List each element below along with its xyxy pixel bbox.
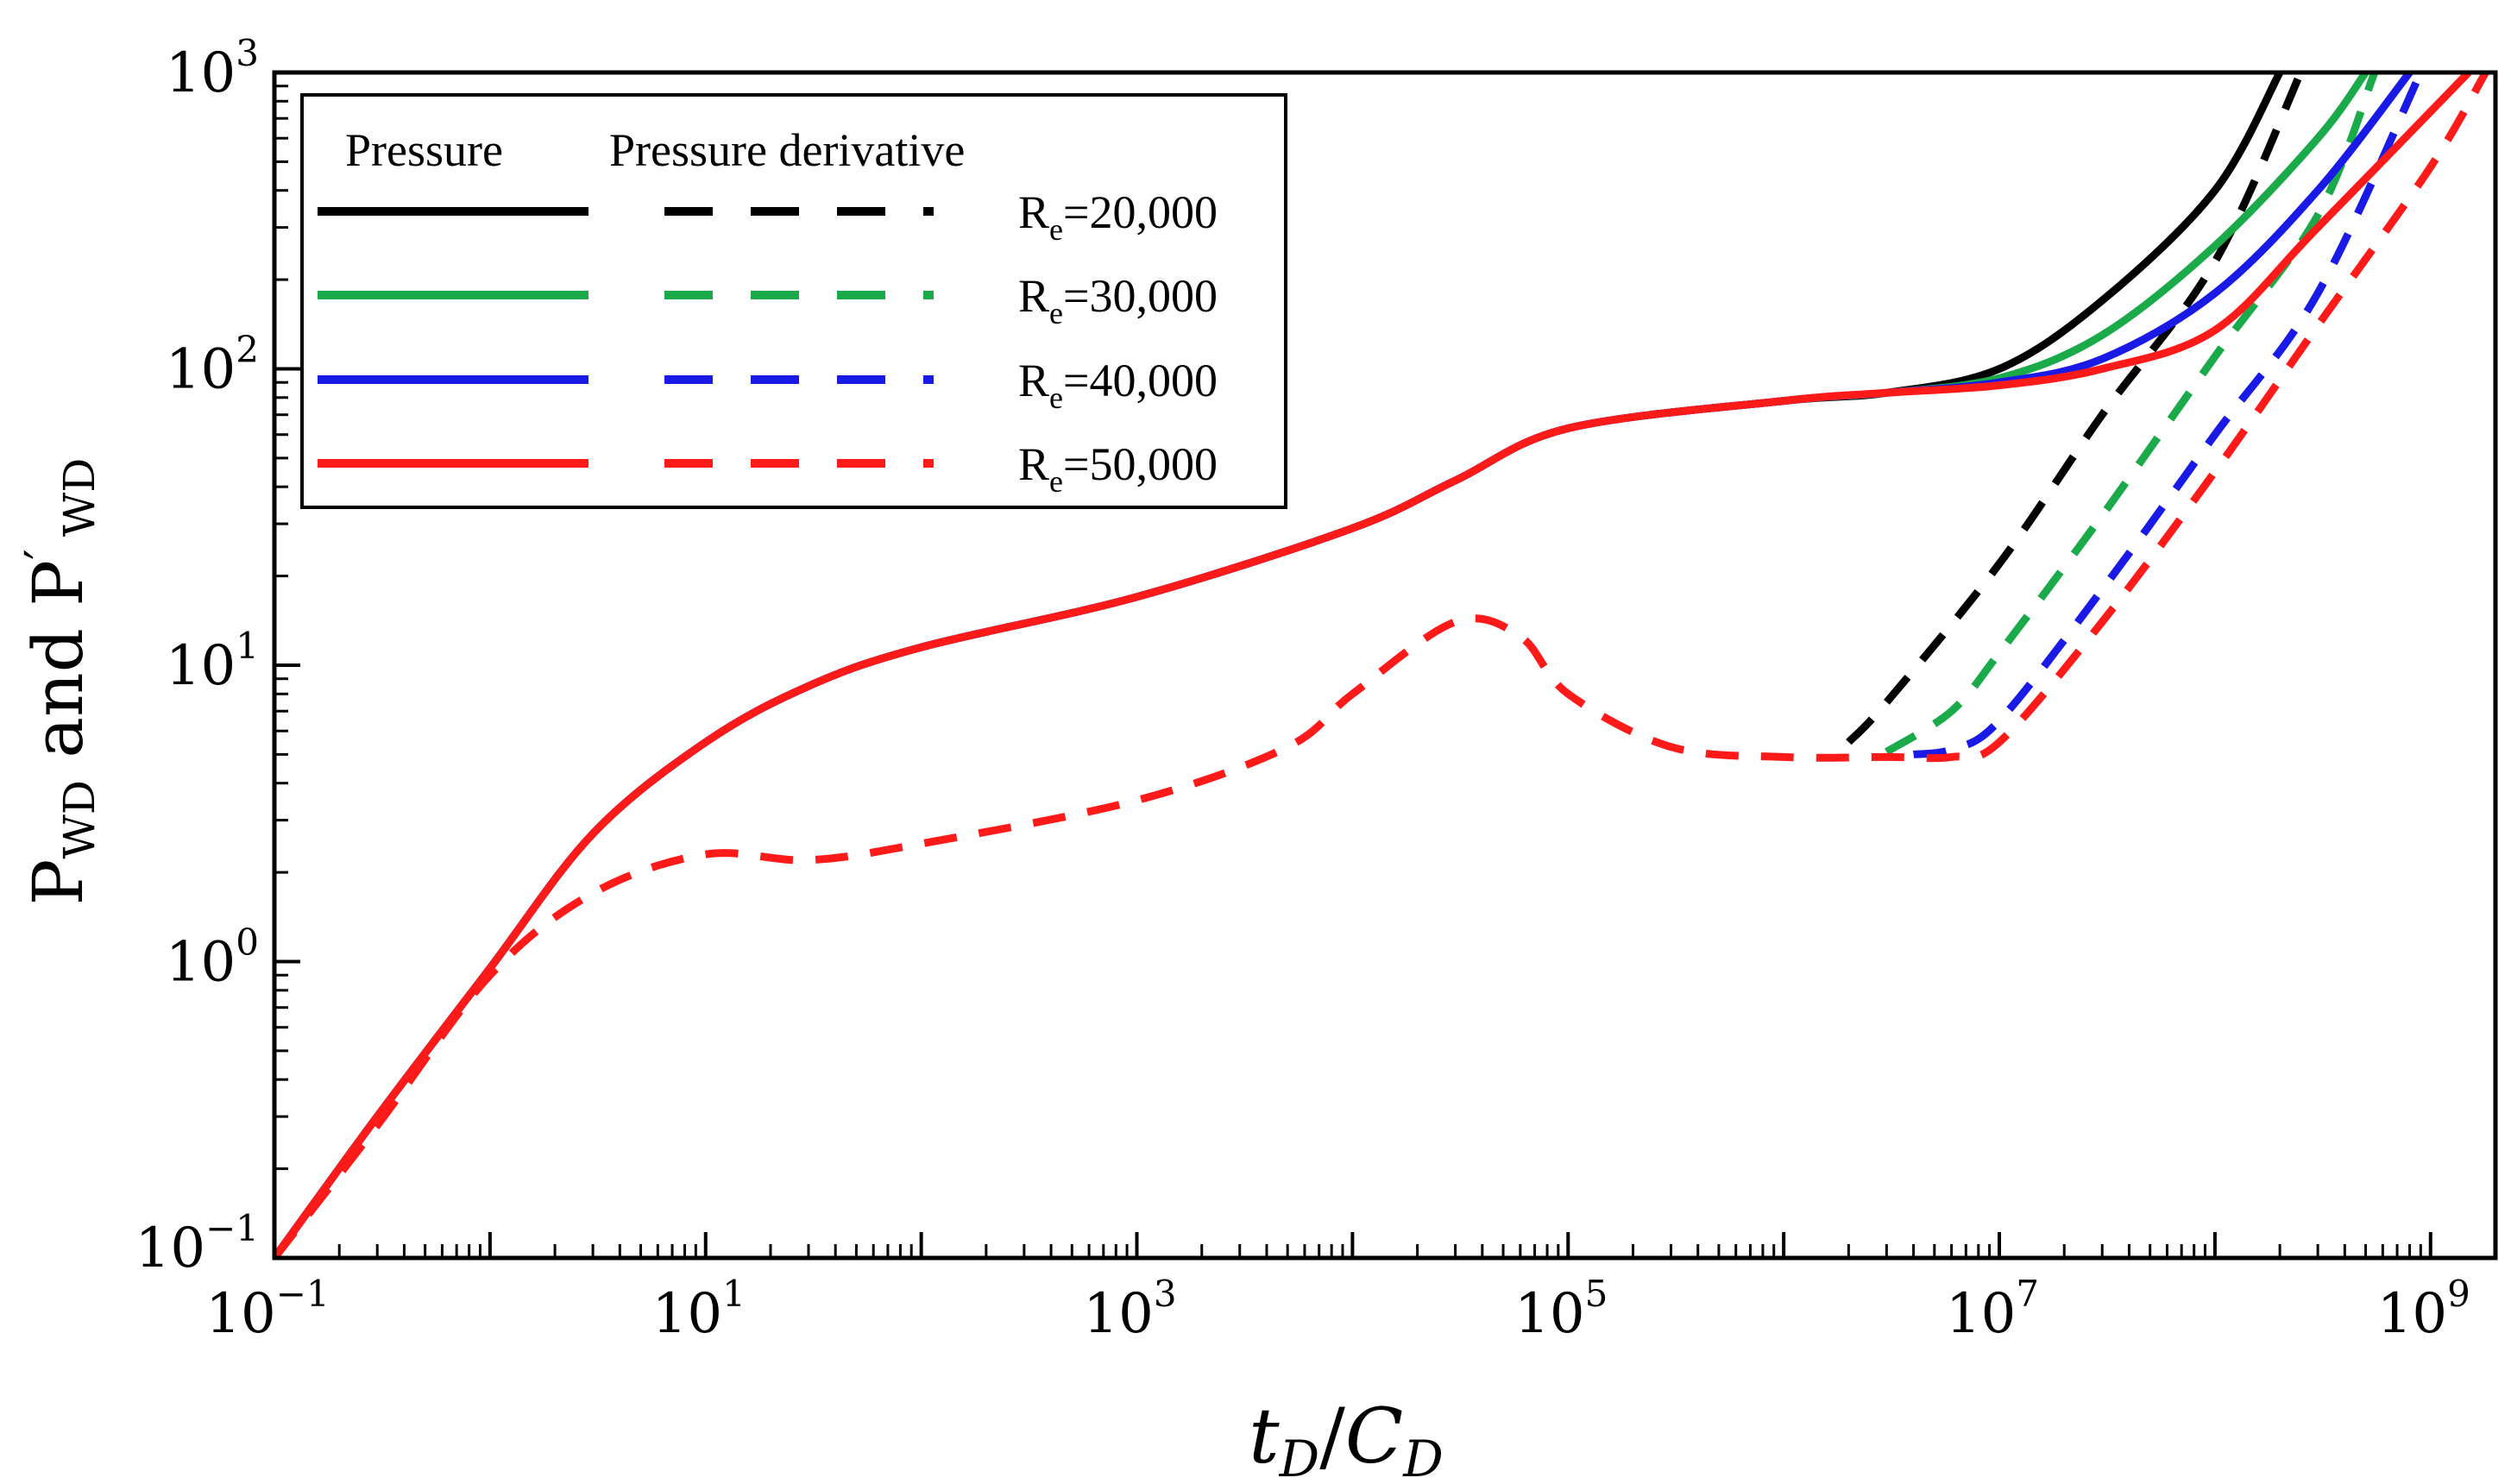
y-title-p1-sub: WD xyxy=(54,780,104,858)
x-title-c-sub: D xyxy=(1402,1430,1444,1484)
y-title-mid: and P xyxy=(18,560,98,780)
x-tick-label: 101 xyxy=(652,1273,746,1346)
legend-entries: Re=20,000 Re=30,000 Re=40,000 Re=50,000 xyxy=(318,186,1218,499)
legend-entry: Re=50,000 xyxy=(318,438,1218,499)
series-pressure-derivative-re-50-000 xyxy=(274,72,2489,1258)
x-title-t-sub: D xyxy=(1279,1430,1320,1484)
legend-label: Re=30,000 xyxy=(1018,270,1218,330)
x-tick-labels: 10−1 101 103 105 107 109 xyxy=(205,1273,2470,1346)
x-tick-label: 107 xyxy=(1946,1273,2039,1346)
y-title-prime: ′ xyxy=(16,549,72,560)
y-tick-label: 103 xyxy=(166,32,259,105)
legend-label: Re=50,000 xyxy=(1018,438,1218,499)
y-title-p1: P xyxy=(18,858,98,905)
series-layer xyxy=(274,72,2489,1258)
legend-entry: Re=40,000 xyxy=(318,355,1218,415)
legend-header-derivative: Pressure derivative xyxy=(609,124,965,176)
x-tick-label: 105 xyxy=(1514,1273,1608,1346)
x-tick-label: 109 xyxy=(2377,1273,2470,1346)
y-axis-title: PWD and P′WD xyxy=(16,458,104,906)
legend-entry: Re=30,000 xyxy=(318,270,1218,330)
y-tick-label: 10−1 xyxy=(135,1207,259,1280)
series-pressure-re-50-000 xyxy=(274,72,2472,1258)
y-tick-label: 100 xyxy=(166,921,259,995)
legend-label: Re=40,000 xyxy=(1018,355,1218,415)
series-pressure-derivative-re-40-000 xyxy=(1912,72,2425,758)
y-title-p2-sub: WD xyxy=(54,458,104,537)
legend: Pressure Pressure derivative Re=20,000Re… xyxy=(300,93,1287,509)
x-title-c: C xyxy=(1345,1392,1403,1481)
y-tick-label: 102 xyxy=(166,329,259,402)
x-tick-label: 10−1 xyxy=(205,1273,329,1346)
plot-frame xyxy=(272,70,2498,1261)
legend-box xyxy=(300,93,1287,509)
legend-header-pressure: Pressure xyxy=(345,124,503,176)
x-axis-title: tD/CD xyxy=(1249,1392,1443,1484)
y-tick-labels: 10−1 100 101 102 103 xyxy=(135,32,259,1280)
x-title-sep: / xyxy=(1319,1392,1345,1481)
y-tick-label: 101 xyxy=(166,625,259,698)
x-tick-label: 103 xyxy=(1083,1273,1176,1346)
legend-entry: Re=20,000 xyxy=(318,186,1218,247)
series-pressure-derivative-re-20-000 xyxy=(1846,72,2305,745)
x-title-t: t xyxy=(1249,1392,1280,1481)
series-pressure-derivative-re-30-000 xyxy=(1885,72,2379,756)
legend-label: Re=20,000 xyxy=(1018,186,1218,247)
